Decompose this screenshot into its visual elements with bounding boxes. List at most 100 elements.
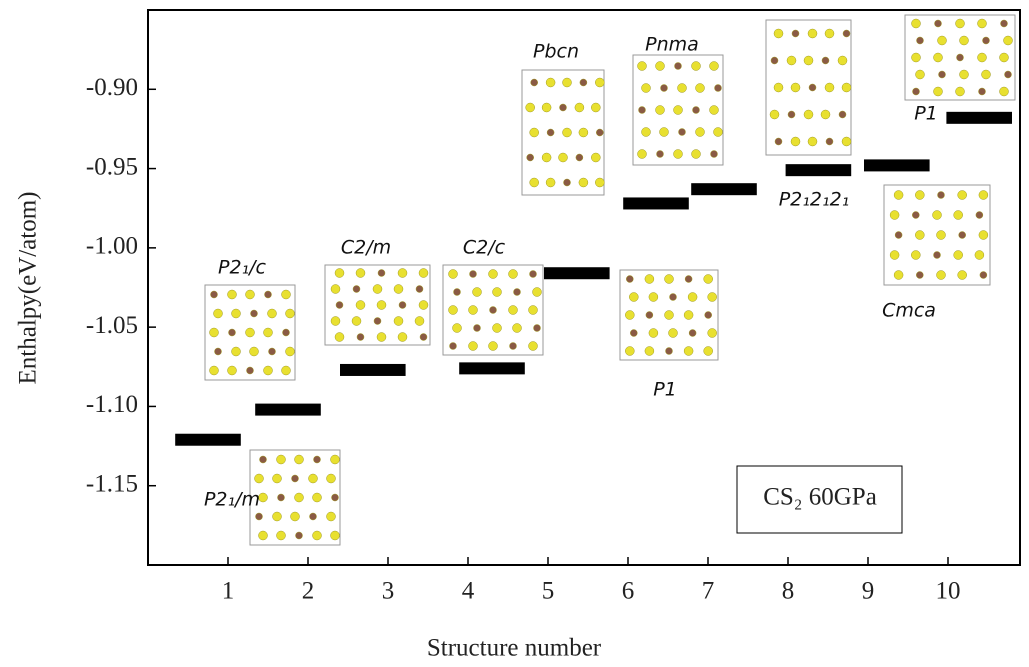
- crystal-image: [205, 285, 295, 380]
- y-tick-label: -1.05: [86, 312, 138, 339]
- atom: [804, 110, 813, 119]
- atom: [278, 494, 285, 501]
- level-bar: [340, 364, 406, 376]
- x-tick-label: 1: [222, 578, 235, 605]
- atom: [826, 138, 833, 145]
- y-tick-label: -1.15: [86, 470, 138, 497]
- atom: [595, 178, 604, 187]
- atom: [954, 251, 963, 260]
- atom: [211, 291, 218, 298]
- atom: [246, 290, 255, 299]
- atom: [419, 269, 428, 278]
- atom: [959, 232, 966, 239]
- atom: [1000, 53, 1009, 62]
- atom: [277, 455, 286, 464]
- atom: [714, 128, 723, 137]
- atom: [268, 309, 277, 318]
- atom: [232, 309, 241, 318]
- atom: [710, 106, 719, 115]
- atom: [625, 311, 634, 320]
- atom: [531, 79, 538, 86]
- atom: [982, 70, 991, 79]
- structure-label: P1: [653, 379, 677, 401]
- atom: [399, 302, 406, 309]
- atom: [976, 212, 983, 219]
- structure-label: P1: [914, 103, 938, 125]
- atom: [708, 329, 717, 338]
- atom: [684, 311, 693, 320]
- atom: [956, 19, 965, 28]
- atom: [256, 513, 263, 520]
- atom: [489, 270, 498, 279]
- atom: [894, 191, 903, 200]
- atom: [331, 285, 340, 294]
- atom: [282, 290, 291, 299]
- atom: [704, 347, 713, 356]
- atom: [398, 333, 407, 342]
- atom: [937, 271, 946, 280]
- atom: [639, 107, 646, 114]
- atom: [839, 111, 846, 118]
- atom: [246, 328, 255, 337]
- atom: [377, 333, 386, 342]
- x-tick-label: 4: [462, 578, 475, 605]
- atom: [530, 271, 537, 278]
- atom: [269, 348, 276, 355]
- atom: [580, 79, 587, 86]
- atom: [255, 474, 264, 483]
- atom: [978, 19, 987, 28]
- atom: [214, 309, 223, 318]
- atom: [656, 106, 665, 115]
- atom: [937, 231, 946, 240]
- atom: [626, 276, 633, 283]
- atom: [228, 366, 237, 375]
- atom: [469, 306, 478, 315]
- atom: [493, 324, 502, 333]
- atom: [273, 512, 282, 521]
- atom: [469, 342, 478, 351]
- x-tick-label: 7: [702, 578, 715, 605]
- atom: [983, 37, 990, 44]
- atom: [292, 475, 299, 482]
- atom: [913, 88, 920, 95]
- atom: [332, 494, 339, 501]
- atom: [894, 271, 903, 280]
- atom: [842, 83, 851, 92]
- atom: [313, 493, 322, 502]
- atom: [398, 269, 407, 278]
- atom: [595, 78, 604, 87]
- crystal-image: [325, 265, 430, 345]
- atom: [357, 334, 364, 341]
- atom: [473, 288, 482, 297]
- atom: [327, 512, 336, 521]
- atom: [229, 329, 236, 336]
- atom: [934, 252, 941, 259]
- atom: [642, 128, 651, 137]
- level-bar: [623, 197, 689, 209]
- atom: [527, 154, 534, 161]
- atom: [935, 20, 942, 27]
- atom: [273, 474, 282, 483]
- x-axis-label: Structure number: [427, 635, 602, 662]
- atom: [957, 54, 964, 61]
- atom: [825, 83, 834, 92]
- crystal-image: [250, 450, 340, 545]
- atom: [792, 30, 799, 37]
- atom: [696, 84, 705, 93]
- atom: [352, 317, 361, 326]
- atom: [563, 78, 572, 87]
- atom: [693, 107, 700, 114]
- atom: [649, 293, 658, 302]
- crystal-image: [522, 70, 604, 195]
- atom: [547, 129, 554, 136]
- atom: [912, 53, 921, 62]
- atom: [596, 129, 603, 136]
- atom: [259, 531, 268, 540]
- atom: [453, 324, 462, 333]
- atom: [215, 348, 222, 355]
- atom: [890, 211, 899, 220]
- chart: Structure number Enthalpy(eV/atom) CS₂ 6…: [0, 0, 1029, 667]
- crystal-image: [766, 20, 851, 155]
- atom: [665, 311, 674, 320]
- level-bar: [459, 362, 525, 374]
